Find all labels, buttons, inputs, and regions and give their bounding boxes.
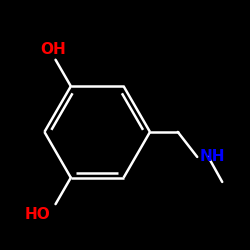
Text: HO: HO [24,207,50,222]
Text: NH: NH [200,150,226,164]
Text: OH: OH [40,42,66,57]
